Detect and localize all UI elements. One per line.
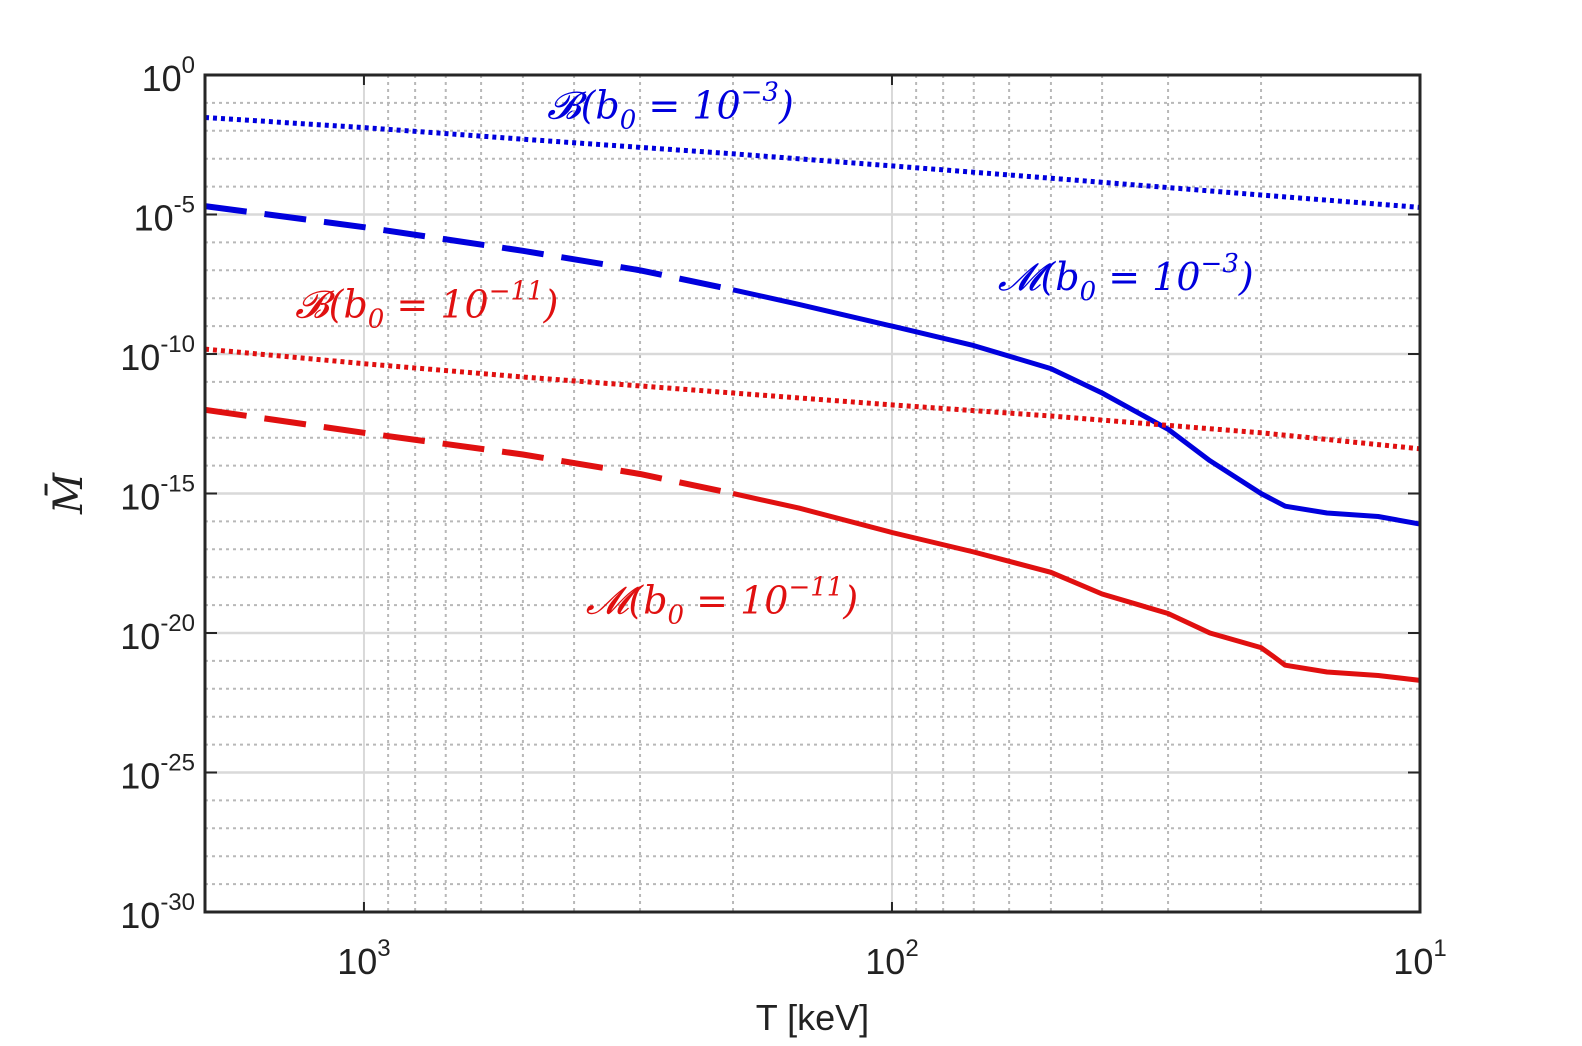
series-annotation: 𝓑(b0 = 10−11) [295,277,558,335]
y-axis-label: M̄ [45,472,92,515]
series-2-solid-line [732,287,1421,527]
annotation-subscript: 0 [368,305,385,335]
annotation-exponent: −11 [788,572,843,602]
annotation-equals: = 10 [384,283,488,327]
y-tick-label-exponent: -30 [160,889,195,916]
axis-ticks: 103 102 10110010-510-1010-1510-2010-2510-3… [120,52,1446,982]
annotation-subscript: 0 [620,105,637,135]
y-tick-label-exponent: 0 [182,52,195,79]
annotation-subscript: 0 [668,600,685,630]
annotation-close: ) [778,83,794,127]
annotation-equals: = 10 [636,83,740,127]
series-4-solid-line [732,491,1421,683]
x-axis-label: T [keV] [756,997,869,1038]
series-2-dashed-line [204,203,734,293]
y-tick-label: 10-20 [120,610,195,657]
annotation-exponent: −11 [489,277,544,307]
y-tick-label: 10-10 [120,331,195,378]
annotation-close: ) [842,578,858,622]
plot-series [204,115,1421,683]
y-tick-label-exponent: -10 [160,331,195,358]
x-tick-label: 103 [337,935,390,982]
y-tick-label: 10-30 [120,889,195,936]
annotation-close: ) [543,283,559,327]
annotation-exponent: −3 [1201,249,1239,279]
x-tick-label-exponent: 3 [377,935,390,962]
annotation-exponent: −3 [741,77,779,107]
y-tick-label-exponent: -15 [160,471,195,498]
y-tick-label-exponent: -25 [160,750,195,777]
series-4-dashed-line [204,406,734,497]
series-annotation: 𝓜(b0 = 10−11) [586,572,858,630]
y-tick-label: 10-15 [120,471,195,518]
x-tick-label-exponent: 1 [1433,935,1446,962]
annotation-close: ) [1238,255,1254,299]
annotations: 𝓑(b0 = 10−3)𝓜(b0 = 10−3)𝓑(b0 = 10−11)𝓜(b… [295,77,1254,630]
y-tick-label: 100 [142,52,195,99]
x-tick-label-exponent: 2 [905,935,918,962]
annotation-equals: = 10 [1096,255,1200,299]
series-3-line [204,346,1421,452]
y-axis-label-text: M̄ [45,472,92,515]
annotation-subscript: 0 [1080,277,1097,307]
series-annotation: 𝓑(b0 = 10−3) [547,77,794,135]
annotation-equals: = 10 [684,578,788,622]
y-tick-label: 10-5 [134,192,195,239]
x-tick-label: 102 [865,935,918,982]
y-tick-label-exponent: -5 [174,192,195,219]
grid [204,73,1421,914]
series-1-line [204,115,1421,210]
y-tick-label: 10-25 [120,750,195,797]
x-tick-label: 101 [1393,935,1446,982]
y-tick-label-exponent: -20 [160,610,195,637]
